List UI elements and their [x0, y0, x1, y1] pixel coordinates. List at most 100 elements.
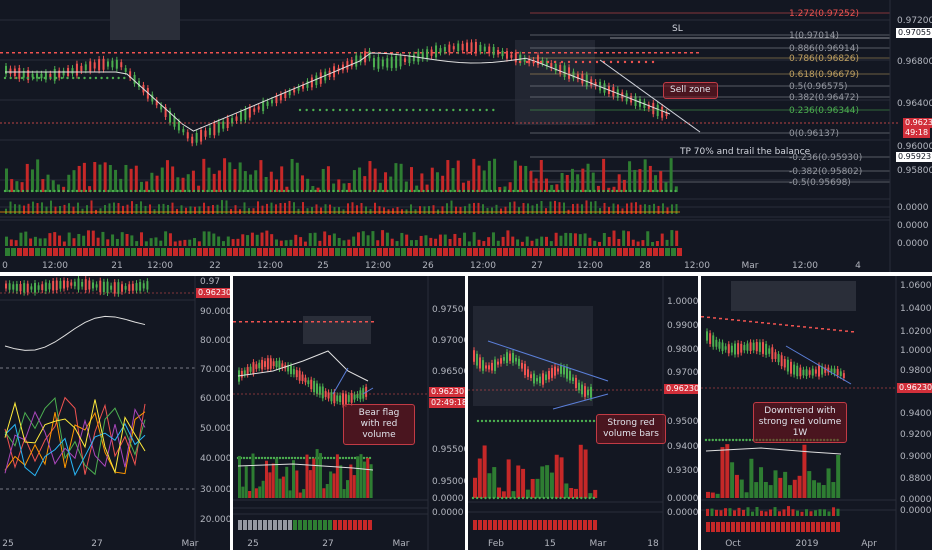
bear-flag-callout[interactable]: Bear flag with red volume [343, 404, 415, 445]
resistance-dot [588, 52, 591, 54]
b2-ma-line [237, 350, 369, 382]
b1-candle [48, 283, 51, 290]
bottom-chart-1-canvas[interactable]: 0.9790.000080.000070.000060.000050.00004… [0, 276, 230, 550]
b2-strip-bar [298, 520, 302, 530]
macd-bar [140, 201, 142, 214]
b2-strip-bar [293, 520, 297, 530]
downtrend-callout[interactable]: Downtrend with strong red volume 1W [753, 402, 847, 443]
volume-bar [545, 178, 548, 192]
strip-bar [5, 248, 10, 256]
histogram-bar [313, 232, 317, 246]
histogram-bar [82, 235, 86, 246]
indicator-dot [431, 189, 434, 193]
histogram-bar [496, 240, 500, 246]
b3-volume-bar [530, 478, 535, 498]
macd-bar [671, 204, 673, 214]
strip-bar [197, 248, 202, 256]
price-candle [200, 129, 203, 142]
price-candle [435, 45, 438, 58]
b3-strip-bar [548, 520, 552, 530]
b3-strip-bar [538, 520, 542, 530]
main-chart-canvas[interactable]: 1.272(0.97252)1(0.97014)0.886(0.96914)0.… [0, 0, 932, 272]
price-candle [395, 55, 398, 68]
macd-bar [176, 208, 178, 214]
b3-strip-bar [563, 520, 567, 530]
resistance-dot [696, 52, 699, 54]
b2-strip-bar [348, 520, 352, 530]
bottom-chart-pane-2[interactable]: 0.975000.970000.965000.955000.950000.000… [233, 276, 465, 550]
histogram-bar [48, 233, 52, 246]
b3-volume-bar [525, 489, 530, 498]
resistance-dot [618, 52, 621, 54]
macd-bar [599, 208, 601, 214]
b3-candle [569, 371, 571, 381]
histogram-bar [356, 232, 360, 246]
b4-candle [758, 342, 761, 352]
indicator-dot [570, 189, 574, 193]
volume-bar [628, 161, 632, 192]
fib-level-label: -0.382(0.95802) [789, 167, 862, 177]
b2-resistance-dot [323, 321, 326, 323]
price-candle [288, 90, 291, 96]
b3-strip-bar [573, 520, 577, 530]
b3-indicator-dot [525, 496, 529, 500]
price-candle [89, 61, 92, 72]
histogram-bar [347, 239, 351, 246]
bottom-chart-2-canvas[interactable]: 0.975000.970000.965000.955000.950000.000… [233, 276, 465, 550]
b2-candle [249, 366, 252, 372]
histogram-bar [106, 239, 110, 246]
macd-bar [351, 202, 354, 214]
b2-strip-bar [308, 520, 312, 530]
b4-volume-bar [759, 467, 764, 498]
b3-candle [584, 386, 586, 397]
b2-resistance-dot [335, 321, 338, 323]
b3-candle [572, 377, 574, 382]
time-axis-label: 12:00 [147, 261, 173, 271]
b4-macd-bar [733, 510, 736, 516]
macd-bar [441, 206, 444, 214]
indicator-dot [219, 189, 223, 193]
price-candle [53, 68, 56, 81]
last-price-tag: 0.96230 [903, 118, 932, 128]
b3-volume-bar [497, 487, 502, 498]
b4-volume-bar [739, 479, 744, 498]
histogram-bar [463, 232, 467, 246]
price-candle [652, 102, 655, 115]
macd-bar [54, 206, 57, 214]
histogram-bar [279, 240, 283, 246]
histogram-bar [111, 234, 115, 246]
indicator-dot [57, 189, 61, 193]
bottom-chart-3-canvas[interactable]: 1.000000.990000.980000.970000.950000.940… [468, 276, 698, 550]
bottom-chart-pane-1[interactable]: 0.9790.000080.000070.000060.000050.00004… [0, 276, 230, 550]
strong-red-volume-callout[interactable]: Strong red volume bars [596, 414, 666, 444]
resistance-dot [0, 52, 3, 54]
indicator-dot [489, 189, 493, 193]
macd-bar [248, 208, 250, 214]
b4-time-axis-label: Apr [861, 539, 877, 549]
strip-bar [65, 248, 70, 256]
strip-bar [41, 248, 46, 256]
b2-volume-bar [369, 464, 373, 498]
b2-indicator-dot [353, 456, 357, 460]
b2-volume-bar [342, 489, 346, 498]
indicator-dot [480, 189, 484, 193]
macd-bar [338, 207, 340, 214]
price-candle [279, 94, 282, 101]
sell-zone-label[interactable]: Sell zone [663, 82, 718, 99]
bottom-chart-pane-4[interactable]: 1.060001.040001.020001.000000.980000.940… [701, 276, 932, 550]
volume-bar [77, 165, 81, 192]
b4-macd-bar [787, 506, 790, 516]
b4-strip-bar [726, 522, 730, 532]
b4-strip-bar [801, 522, 805, 532]
price-candle [310, 77, 313, 88]
main-chart-pane[interactable]: 1.272(0.97252) 1(0.97014) 0.886(0.96914) 0.… [0, 0, 932, 272]
psar-dot [644, 60, 648, 64]
bottom-chart-pane-3[interactable]: 1.000000.990000.980000.970000.950000.940… [468, 276, 698, 550]
b2-strip-bar [363, 520, 367, 530]
volume-bar [389, 176, 393, 192]
b2-candle [339, 395, 342, 403]
fib-level-label: 0(0.96137) [789, 129, 839, 139]
b1-oscillator-line [4, 315, 146, 351]
bottom-chart-4-canvas[interactable]: 1.060001.040001.020001.000000.980000.940… [701, 276, 932, 550]
volume-bar [581, 168, 585, 192]
